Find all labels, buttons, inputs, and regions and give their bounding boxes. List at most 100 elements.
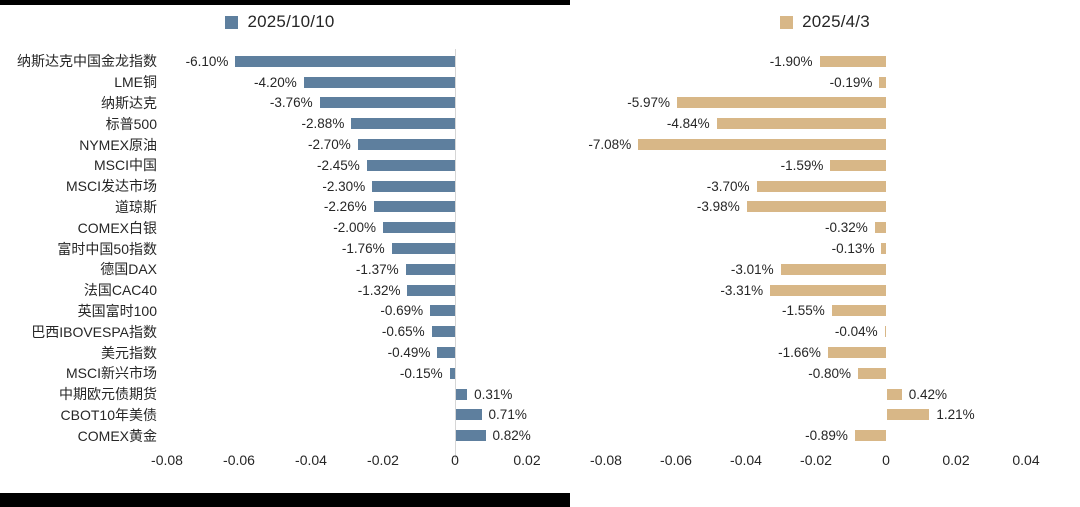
value-label: -4.84% (666, 116, 710, 132)
bar-row: -3.31% (570, 280, 1080, 301)
value-label: -1.55% (781, 303, 825, 319)
category-label: 标普500 (105, 115, 157, 132)
category-label: MSCI新兴市场 (66, 365, 157, 382)
category-label: 美元指数 (101, 344, 157, 361)
bar (677, 97, 886, 109)
axis-tick-label: -0.04 (295, 452, 327, 468)
bar (449, 367, 455, 379)
bar (770, 284, 886, 296)
bar (887, 388, 902, 400)
value-label: -3.76% (269, 95, 313, 111)
value-label: 1.21% (936, 407, 975, 423)
value-label: -2.26% (323, 199, 367, 215)
bar-row: CBOT10年美债 0.71% (0, 405, 560, 426)
bar-row: 德国DAX -1.37% (0, 259, 560, 280)
bar (407, 284, 455, 296)
category-label: 纳斯达克 (101, 94, 157, 111)
bar (884, 326, 886, 338)
bar (819, 55, 886, 67)
bar-row: MSCI发达市场 -2.30% (0, 176, 560, 197)
category-label: 巴西IBOVESPA指数 (31, 323, 157, 340)
value-label: -4.20% (254, 74, 297, 90)
bar-row: LME铜 -4.20% (0, 72, 560, 93)
bar (235, 55, 455, 67)
value-label: -3.70% (706, 178, 750, 194)
category-label: MSCI发达市场 (66, 178, 157, 195)
bar-row: COMEX白银 -2.00% (0, 217, 560, 238)
bar (887, 409, 930, 421)
axis-tick-label: 0.04 (1012, 452, 1040, 468)
category-label: 纳斯达克中国金龙指数 (17, 53, 157, 70)
bar (746, 201, 886, 213)
value-label: -3.01% (730, 261, 774, 277)
value-label: -1.37% (355, 261, 399, 277)
category-label: 中期欧元债期货 (59, 386, 157, 403)
value-label: -1.66% (778, 345, 821, 361)
category-label: 法国CAC40 (83, 282, 157, 299)
value-label: -0.49% (387, 345, 431, 361)
bar-row: -0.04% (570, 321, 1080, 342)
bar (831, 305, 886, 317)
bar-row: -3.98% (570, 197, 1080, 218)
bar (879, 76, 886, 88)
bar-row: 美元指数 -0.49% (0, 342, 560, 363)
value-label: -1.32% (357, 282, 401, 298)
axis-tick-label: -0.06 (660, 452, 692, 468)
value-label: 0.71% (488, 407, 527, 423)
bar-row: -1.66% (570, 342, 1080, 363)
bar (881, 243, 886, 255)
value-label: -0.65% (381, 324, 425, 340)
value-label: -0.19% (829, 74, 873, 90)
bar-row: 纳斯达克 -3.76% (0, 93, 560, 114)
bar-row: MSCI中国 -2.45% (0, 155, 560, 176)
value-label: -1.59% (780, 157, 824, 173)
value-label: -1.90% (769, 53, 813, 69)
bar-row: -0.80% (570, 363, 1080, 384)
value-label: -0.80% (808, 365, 851, 381)
bar-row: 道琼斯 -2.26% (0, 197, 560, 218)
bar (874, 222, 886, 234)
axis-tick-label: -0.02 (800, 452, 832, 468)
bar (756, 180, 886, 192)
value-label: -6.10% (185, 53, 229, 69)
bar (372, 180, 455, 192)
bar (383, 222, 455, 234)
legend: 2025/10/10 (0, 12, 560, 32)
bar (373, 201, 455, 213)
bar (405, 263, 455, 275)
legend-label: 2025/10/10 (247, 12, 335, 31)
axis-tick-label: 0.02 (513, 452, 541, 468)
value-label: -5.97% (627, 95, 671, 111)
bar (357, 139, 455, 151)
bottom-border (0, 493, 570, 507)
value-label: -1.76% (341, 241, 385, 257)
value-label: -0.15% (399, 365, 443, 381)
bar-row: MSCI新兴市场 -0.15% (0, 363, 560, 384)
value-label: -2.45% (317, 157, 360, 173)
bar-row: COMEX黄金 0.82% (0, 425, 560, 446)
value-label: 0.31% (474, 386, 513, 402)
bar (830, 159, 886, 171)
category-label: 英国富时100 (77, 302, 157, 319)
axis-tick-label: -0.04 (730, 452, 762, 468)
bar-row: -5.97% (570, 93, 1080, 114)
axis-tick-label: 0 (451, 452, 459, 468)
bar-row: 纳斯达克中国金龙指数 -6.10% (0, 51, 560, 72)
bar-row: -3.70% (570, 176, 1080, 197)
bar-row: NYMEX原油 -2.70% (0, 134, 560, 155)
bar-row: 富时中国50指数 -1.76% (0, 238, 560, 259)
category-label: 德国DAX (100, 261, 157, 278)
chart-right-2025-4-3: 2025/4/3 -1.90% -0.19% -5.97% -4.84% -7.08% -… (570, 0, 1080, 507)
axis-tick-label: 0.02 (942, 452, 970, 468)
value-label: -2.88% (301, 116, 345, 132)
bar-row: 巴西IBOVESPA指数 -0.65% (0, 321, 560, 342)
value-label: -0.04% (834, 324, 878, 340)
category-label: 道琼斯 (115, 198, 157, 215)
bar-row: -7.08% (570, 134, 1080, 155)
value-label: -0.69% (380, 303, 424, 319)
bar (854, 430, 886, 442)
bar (716, 118, 886, 130)
value-label: -0.32% (825, 220, 868, 236)
bar (430, 305, 455, 317)
category-label: CBOT10年美债 (60, 406, 157, 423)
